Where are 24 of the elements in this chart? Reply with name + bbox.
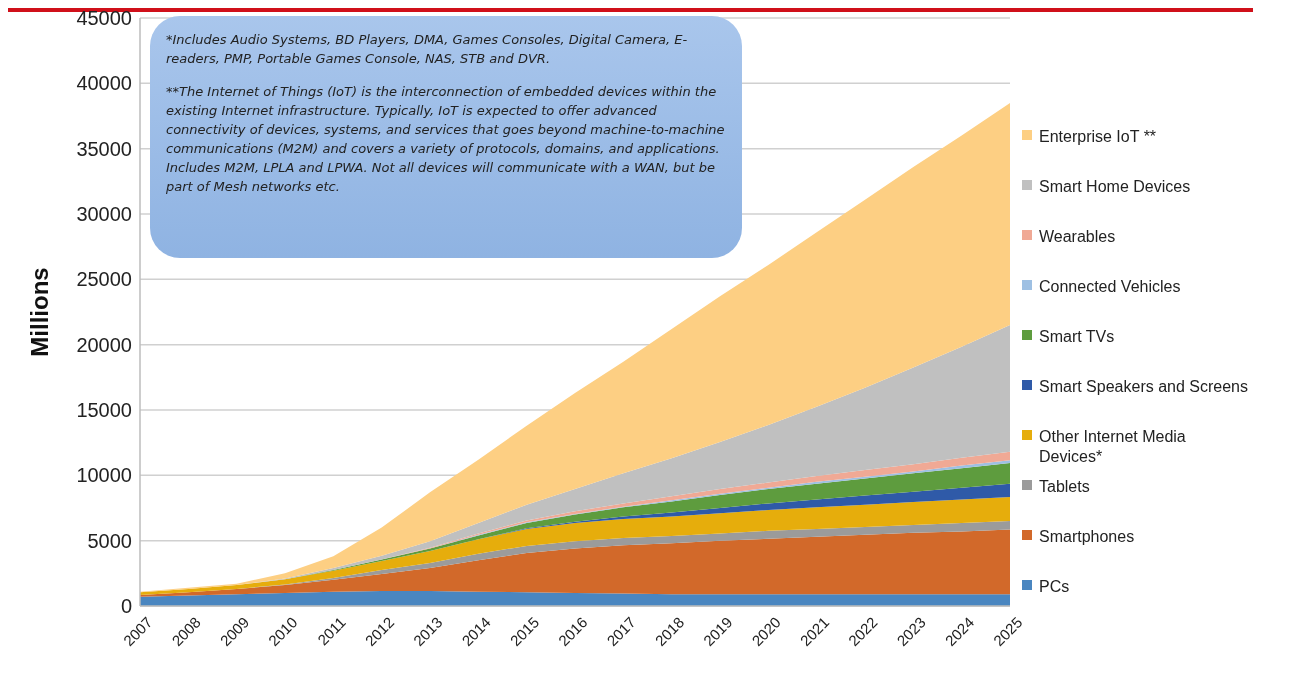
y-tick-label: 35000 — [76, 137, 132, 160]
legend-label: Smart TVs — [1039, 327, 1115, 345]
y-tick-label: 5000 — [87, 529, 132, 552]
legend-label: PCs — [1039, 577, 1070, 595]
y-tick-label: 10000 — [76, 464, 132, 487]
legend-label: Enterprise IoT ** — [1039, 127, 1157, 145]
legend-label: Tablets — [1039, 477, 1090, 495]
legend-label: Other Internet Media Devices* — [1039, 427, 1186, 466]
annotation: *Includes Audio Systems, BD Players, DMA, Games Consoles, Digital Camera, E-readers, PMP, Portable Games Console, NAS, STB and DVR. — [166, 31, 689, 68]
legend-label: Wearables — [1039, 227, 1116, 245]
annotation: **The Internet of Things (IoT) is the interconnection of embedded devices within the existing Internet infrastructure. Typically, IoT is expected to offer advanced connectivity of devices, systems, and services that goes beyond machine-to-machine communications (M2M) and covers a variety of protocols, domains, and applications. Includes M2M, LPLA and LPWA. Not all devices will communicate with a WAN, but be part of Mesh networks etc. — [166, 83, 726, 196]
y-tick-label: 40000 — [76, 72, 132, 95]
y-tick-label: 30000 — [76, 203, 132, 225]
y-tick-label: 25000 — [76, 268, 132, 291]
legend-label: Smart Speakers and Screens — [1039, 377, 1248, 395]
legend-label: Connected Vehicles — [1039, 277, 1181, 295]
note-box: *Includes Audio Systems, BD Players, DMA, Games Consoles, Digital Camera, E-readers, PMP, Portable Games Console, NAS, STB and DVR. **The Internet of Things (IoT) is the interconnection of embedded devices within the existing Internet infrastructure. Typically, IoT is expected to offer advanced connectivity of devices, systems, and services that goes beyond machine-to-machine communications (M2M) and covers a variety of protocols, domains, and applications. Includes M2M, LPLA and LPWA. Not all devices will communicate with a WAN, but be part of Mesh networks etc. — [150, 16, 742, 258]
legend-label: Smart Home Devices — [1039, 177, 1191, 195]
y-axis-title: Millions — [26, 267, 53, 357]
y-tick-label: 45000 — [76, 7, 132, 29]
y-tick-label: 15000 — [76, 399, 132, 421]
y-tick-label: 20000 — [76, 333, 132, 356]
y-tick-label: 0 — [120, 595, 132, 617]
legend-label: Smartphones — [1039, 527, 1135, 545]
